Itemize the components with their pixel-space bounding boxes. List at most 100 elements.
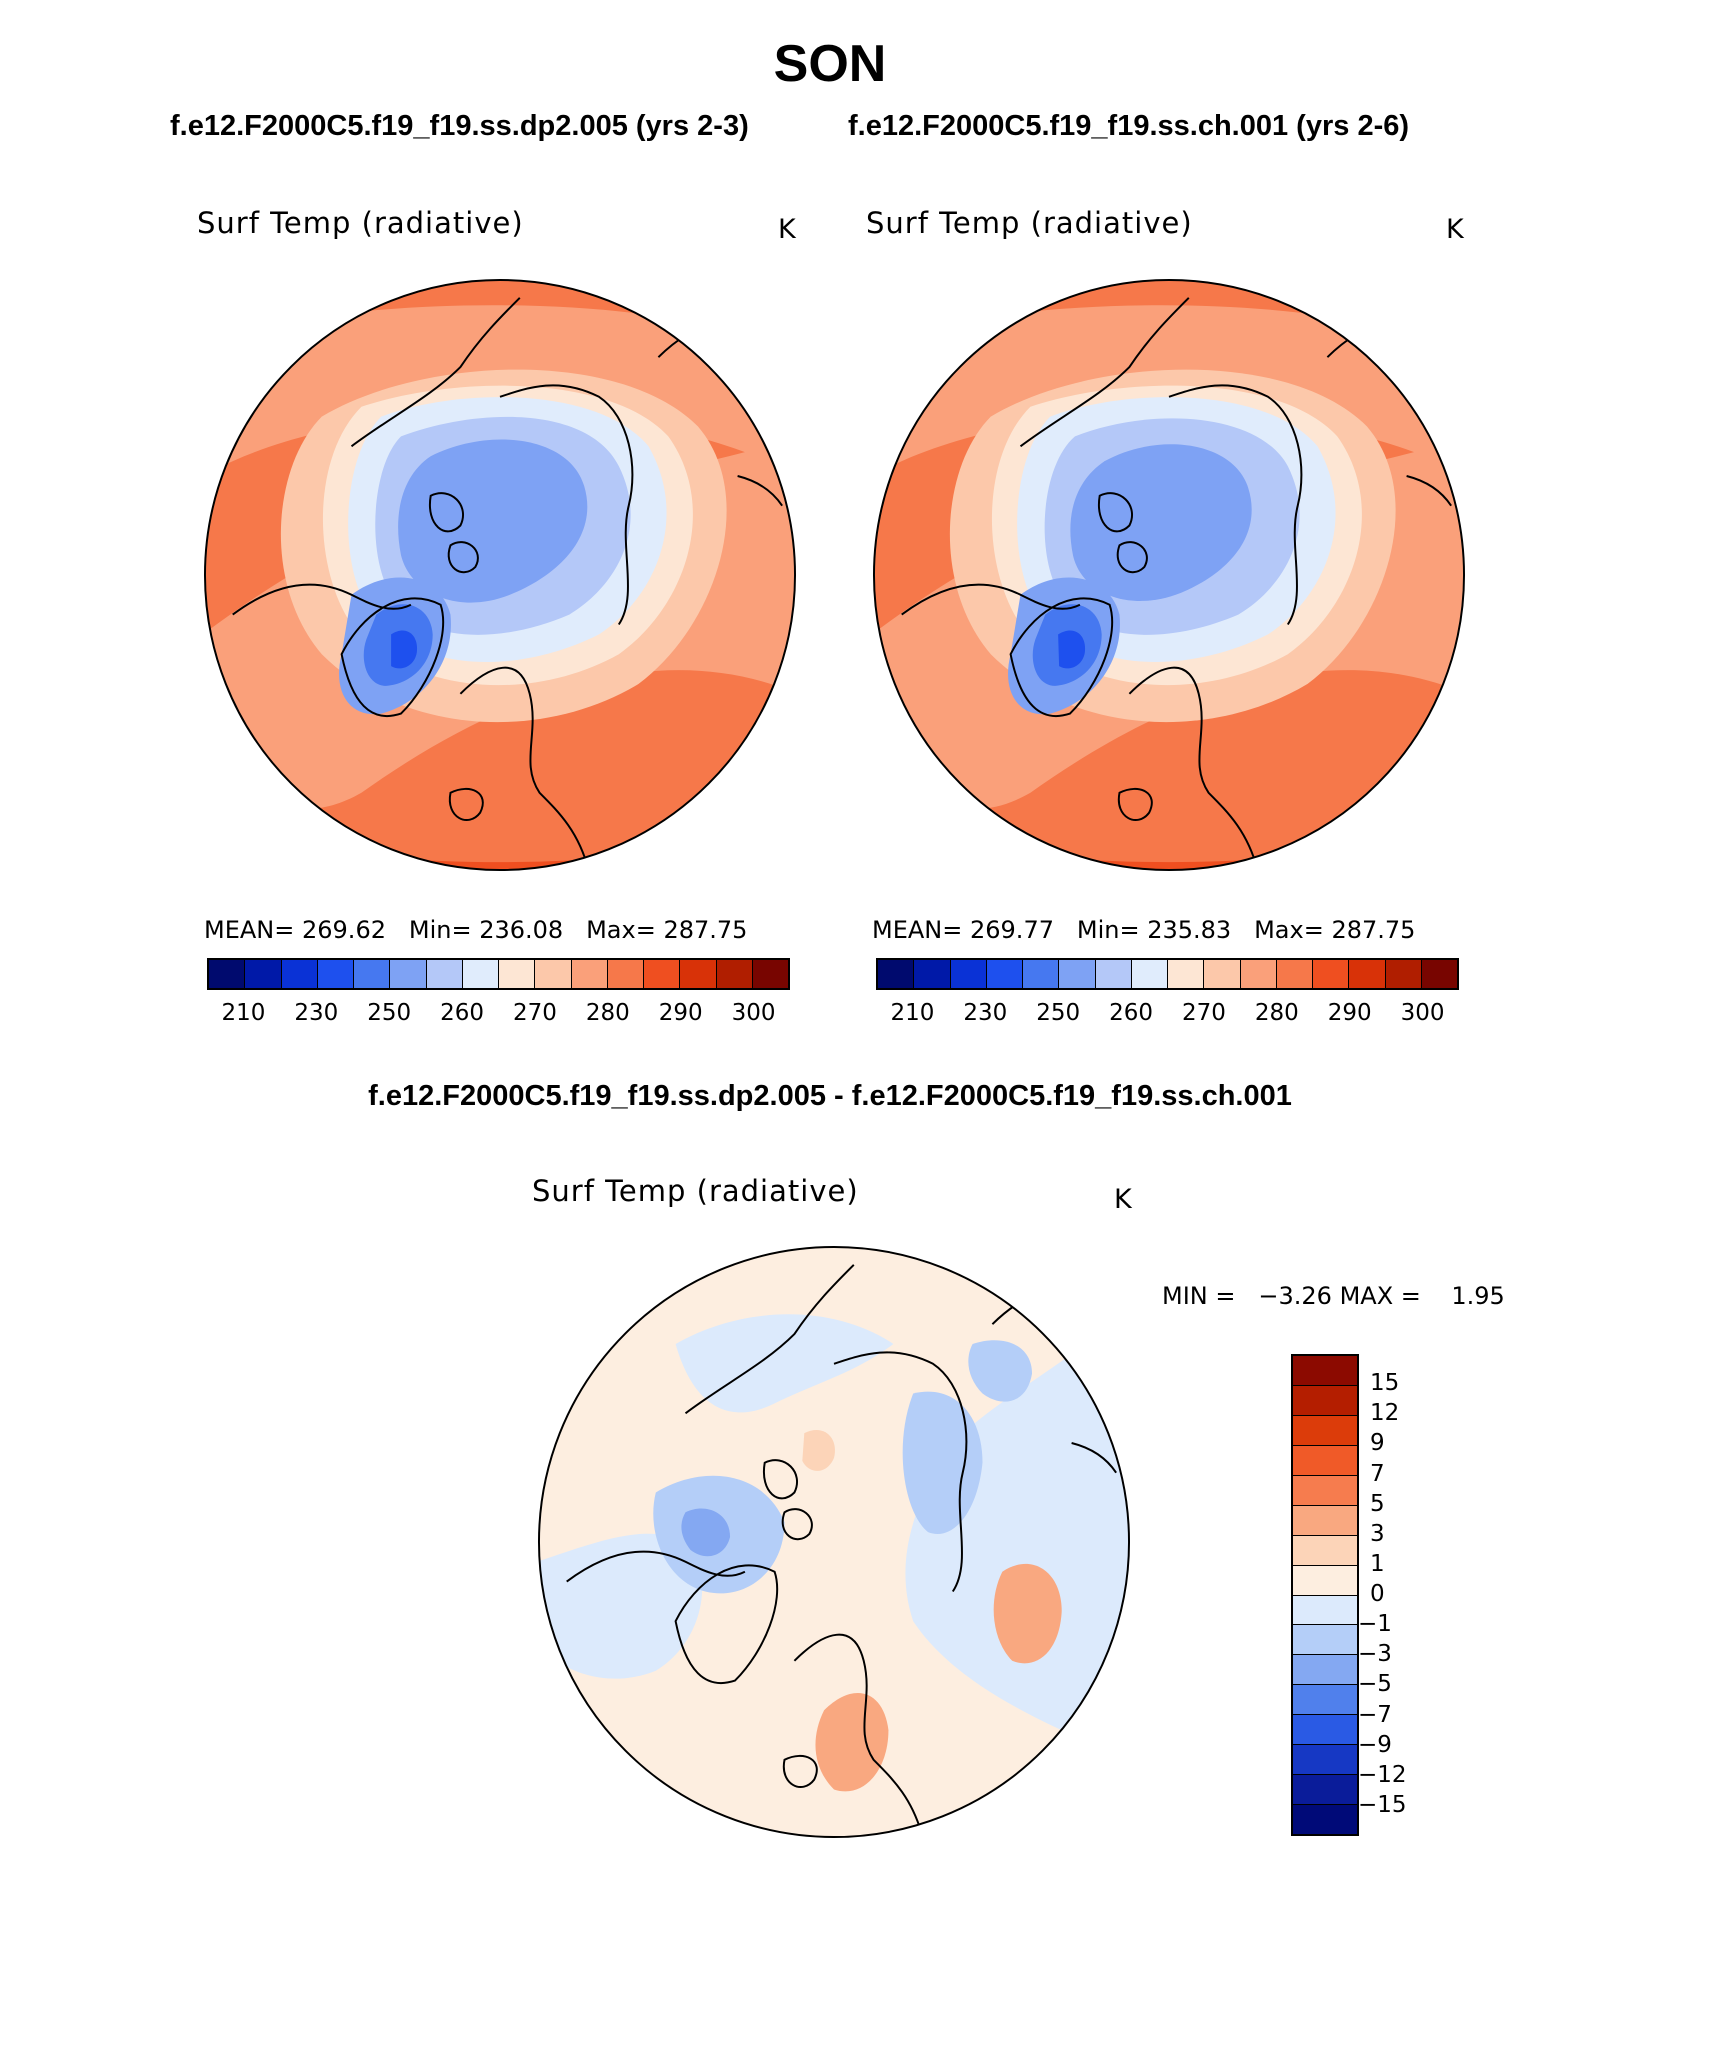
panel1-colorbar-tick: 290 (658, 1000, 703, 1026)
diff-colorbar-cell (1293, 1655, 1357, 1686)
diff-variable-label: Surf Temp (radiative) (532, 1174, 859, 1208)
diff-colorbar-cell (1293, 1356, 1357, 1386)
panel1-colorbar-tick: 300 (731, 1000, 776, 1026)
panel2-mean-value: 269.77 (970, 916, 1054, 944)
diff-colorbar-cell (1293, 1445, 1357, 1476)
diff-colorbar-cell (1293, 1565, 1357, 1596)
diff-colorbar (1291, 1354, 1359, 1836)
panel1-max-label: Max= (586, 916, 656, 944)
diff-map-boundary (537, 1245, 1131, 1839)
panel1-colorbar-cell (209, 960, 246, 988)
diff-min-max: MIN = −3.26 MAX = 1.95 (1162, 1282, 1505, 1310)
panel1-colorbar-cell (607, 960, 644, 988)
diff-colorbar-label: −7 (1358, 1701, 1392, 1728)
panel2-variable-label: Surf Temp (radiative) (866, 206, 1193, 240)
panel2-colorbar-cell (950, 960, 987, 988)
diff-units-label: K (1114, 1184, 1132, 1215)
diff-polar-map (537, 1245, 1131, 1839)
panel1-coastlines (232, 297, 783, 871)
panel1-mean-label: MEAN= (204, 916, 295, 944)
diff-colorbar-label: 7 (1370, 1460, 1385, 1487)
panel2-colorbar-cell (1313, 960, 1350, 988)
panel1-mean-value: 269.62 (302, 916, 386, 944)
panel2-map-boundary (872, 278, 1466, 872)
panel1-colorbar-cell (426, 960, 463, 988)
diff-colorbar-cell (1293, 1595, 1357, 1626)
diff-colorbar-label: −9 (1358, 1731, 1392, 1758)
diff-anomaly-field (538, 1246, 1130, 1838)
panel1-colorbar-tick: 270 (512, 1000, 557, 1026)
panel1-colorbar-tick: 210 (221, 1000, 266, 1026)
panel2-colorbar-cell (1385, 960, 1422, 988)
diff-min-value: −3.26 (1258, 1282, 1332, 1310)
panel1-colorbar-cell (499, 960, 536, 988)
diff-colorbar-label: −3 (1358, 1641, 1392, 1668)
panel1-temperature-field (204, 279, 796, 871)
panel1-max-value: 287.75 (663, 916, 748, 944)
panel2-colorbar-tick: 290 (1327, 1000, 1372, 1026)
diff-max-label: MAX = (1339, 1282, 1421, 1310)
diff-colorbar-label: 15 (1370, 1370, 1400, 1397)
diff-colorbar-cell (1293, 1385, 1357, 1416)
panel1-map-boundary (203, 278, 797, 872)
panel1-colorbar-cell (680, 960, 717, 988)
diff-colorbar-cell (1293, 1475, 1357, 1506)
panel2-colorbar-tick: 230 (963, 1000, 1008, 1026)
panel2-min-label: Min= (1076, 916, 1140, 944)
panel1-colorbar-cell (535, 960, 572, 988)
panel2-colorbar-cell (1059, 960, 1096, 988)
panel1-colorbar-cell (281, 960, 318, 988)
panel1-colorbar-cell (752, 960, 788, 988)
panel2-polar-map (872, 278, 1466, 872)
panel2-colorbar-tick: 250 (1036, 1000, 1081, 1026)
diff-colorbar-cell (1293, 1685, 1357, 1716)
panel2-colorbar-cell (1131, 960, 1168, 988)
diff-colorbar-cell (1293, 1625, 1357, 1656)
diff-colorbar-label: 3 (1370, 1520, 1385, 1547)
difference-title: f.e12.F2000C5.f19_f19.ss.dp2.005 - f.e12… (368, 1080, 1292, 1112)
panel2-colorbar-tick: 270 (1181, 1000, 1226, 1026)
diff-min-label: MIN = (1162, 1282, 1236, 1310)
panel2-colorbar-tick: 260 (1109, 1000, 1154, 1026)
panel2-colorbar-cell (1421, 960, 1457, 988)
diff-colorbar-cell (1293, 1805, 1357, 1834)
panel2-colorbar-cell (1023, 960, 1060, 988)
case-b-subtitle: f.e12.F2000C5.f19_f19.ss.ch.001 (yrs 2-6… (848, 110, 1410, 142)
panel2-colorbar-cell (1204, 960, 1241, 988)
diff-colorbar-label: 1 (1370, 1550, 1385, 1577)
diff-max-value: 1.95 (1451, 1282, 1505, 1310)
panel1-colorbar-cell (644, 960, 681, 988)
panel2-colorbar-cell (986, 960, 1023, 988)
panel2-colorbar-tick: 300 (1400, 1000, 1445, 1026)
panel1-colorbar (207, 958, 790, 990)
panel2-colorbar-cell (914, 960, 951, 988)
panel2-colorbar-cell (1349, 960, 1386, 988)
panel1-colorbar-cell (245, 960, 282, 988)
diff-colorbar-cell (1293, 1775, 1357, 1806)
panel2-colorbar-cell (1276, 960, 1313, 988)
diff-colorbar-cell (1293, 1535, 1357, 1566)
diff-colorbar-cell (1293, 1415, 1357, 1446)
diff-colorbar-label: 0 (1370, 1581, 1385, 1607)
panel2-colorbar-cell (1240, 960, 1277, 988)
panel2-temperature-field (873, 279, 1465, 871)
diff-colorbar-label: 9 (1370, 1430, 1385, 1457)
panel1-colorbar-tick: 280 (585, 1000, 630, 1026)
panel2-stats: MEAN= 269.77 Min= 235.83 Max= 287.75 (872, 916, 1415, 944)
diff-colorbar-cell (1293, 1745, 1357, 1776)
diff-colorbar-label: 12 (1370, 1400, 1400, 1427)
panel2-coastlines (901, 297, 1452, 871)
panel1-colorbar-cell (716, 960, 753, 988)
panel2-max-value: 287.75 (1331, 916, 1416, 944)
panel2-mean-label: MEAN= (872, 916, 963, 944)
panel1-colorbar-tick: 230 (294, 1000, 339, 1026)
panel2-min-value: 235.83 (1147, 916, 1232, 944)
panel2-units-label: K (1446, 214, 1464, 245)
case-a-subtitle: f.e12.F2000C5.f19_f19.ss.dp2.005 (yrs 2-… (170, 110, 749, 142)
panel1-polar-map (203, 278, 797, 872)
diff-colorbar-label: 5 (1370, 1490, 1385, 1517)
diff-colorbar-label: −5 (1358, 1671, 1392, 1698)
panel2-max-label: Max= (1254, 916, 1324, 944)
panel1-min-label: Min= (408, 916, 472, 944)
panel1-colorbar-tick: 250 (367, 1000, 412, 1026)
